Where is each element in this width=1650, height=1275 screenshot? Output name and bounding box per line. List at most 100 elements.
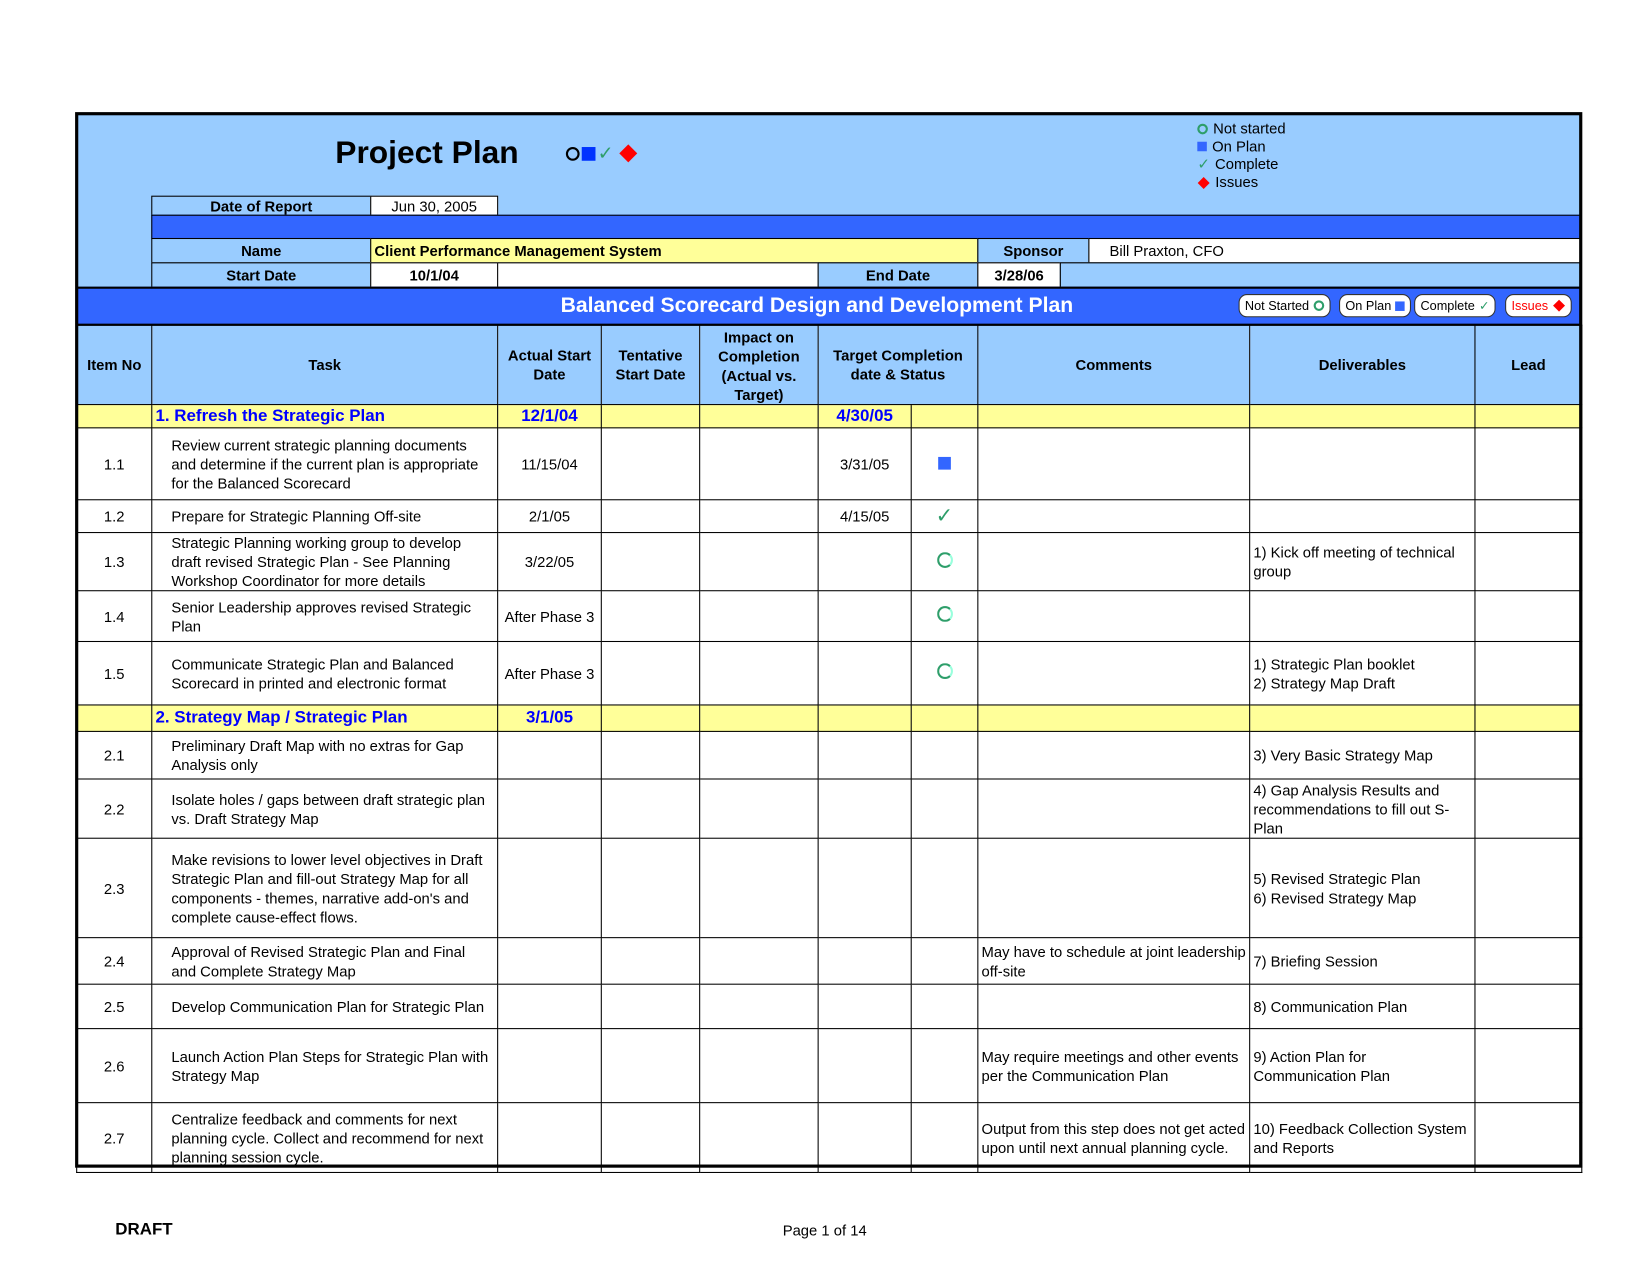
comments-cell[interactable] [977, 427, 1251, 501]
lead-cell[interactable] [1474, 837, 1583, 939]
tentative-start-cell[interactable] [600, 730, 701, 780]
lead-cell[interactable] [1474, 590, 1583, 643]
target-date-cell[interactable] [817, 837, 912, 939]
lead-cell[interactable] [1474, 532, 1583, 592]
deliverables-cell[interactable]: 5) Revised Strategic Plan 6) Revised Str… [1249, 837, 1476, 939]
actual-start-cell[interactable]: After Phase 3 [497, 640, 602, 706]
deliverables-cell[interactable]: 10) Feedback Collection System and Repor… [1249, 1102, 1476, 1173]
impact-cell[interactable] [699, 404, 819, 429]
status-cell[interactable] [910, 590, 979, 643]
tentative-start-cell[interactable] [600, 532, 701, 592]
actual-start-cell[interactable] [497, 1028, 602, 1104]
actual-start-cell[interactable]: 3/22/05 [497, 532, 602, 592]
comments-cell[interactable]: May require meetings and other events pe… [977, 1028, 1251, 1104]
task-cell[interactable]: Review current strategic planning docume… [151, 427, 499, 501]
tentative-start-cell[interactable] [600, 499, 701, 534]
tentative-start-cell[interactable] [600, 937, 701, 985]
task-cell[interactable]: Communicate Strategic Plan and Balanced … [151, 640, 499, 706]
target-date-cell[interactable] [817, 983, 912, 1030]
comments-cell[interactable] [977, 983, 1251, 1030]
actual-start-cell[interactable]: 12/1/04 [497, 404, 602, 429]
impact-cell[interactable] [699, 640, 819, 706]
deliverables-cell[interactable] [1249, 499, 1476, 534]
comments-cell[interactable]: May have to schedule at joint leadership… [977, 937, 1251, 985]
tentative-start-cell[interactable] [600, 427, 701, 501]
status-cell[interactable]: ✓ [910, 499, 979, 534]
lead-cell[interactable] [1474, 640, 1583, 706]
tentative-start-cell[interactable] [600, 837, 701, 939]
impact-cell[interactable] [699, 427, 819, 501]
actual-start-cell[interactable]: 11/15/04 [497, 427, 602, 501]
impact-cell[interactable] [699, 499, 819, 534]
status-cell[interactable] [910, 1102, 979, 1173]
actual-start-cell[interactable] [497, 730, 602, 780]
deliverables-cell[interactable] [1249, 704, 1476, 732]
comments-cell[interactable] [977, 640, 1251, 706]
tentative-start-cell[interactable] [600, 404, 701, 429]
deliverables-cell[interactable] [1249, 590, 1476, 643]
impact-cell[interactable] [699, 1028, 819, 1104]
comments-cell[interactable] [977, 778, 1251, 839]
lead-cell[interactable] [1474, 499, 1583, 534]
task-cell[interactable]: Prepare for Strategic Planning Off-site [151, 499, 499, 534]
tentative-start-cell[interactable] [600, 778, 701, 839]
comments-cell[interactable] [977, 590, 1251, 643]
lead-cell[interactable] [1474, 778, 1583, 839]
deliverables-cell[interactable]: 1) Strategic Plan booklet 2) Strategy Ma… [1249, 640, 1476, 706]
task-cell[interactable]: Approval of Revised Strategic Plan and F… [151, 937, 499, 985]
impact-cell[interactable] [699, 837, 819, 939]
lead-cell[interactable] [1474, 704, 1583, 732]
comments-cell[interactable] [977, 837, 1251, 939]
target-date-cell[interactable] [817, 778, 912, 839]
lead-cell[interactable] [1474, 1028, 1583, 1104]
status-cell[interactable] [910, 640, 979, 706]
lead-cell[interactable] [1474, 1102, 1583, 1173]
task-cell[interactable]: Isolate holes / gaps between draft strat… [151, 778, 499, 839]
tentative-start-cell[interactable] [600, 704, 701, 732]
actual-start-cell[interactable] [497, 983, 602, 1030]
status-cell[interactable] [910, 837, 979, 939]
target-date-cell[interactable] [817, 937, 912, 985]
tentative-start-cell[interactable] [600, 590, 701, 643]
lead-cell[interactable] [1474, 730, 1583, 780]
task-cell[interactable]: Preliminary Draft Map with no extras for… [151, 730, 499, 780]
deliverables-cell[interactable]: 7) Briefing Session [1249, 937, 1476, 985]
target-date-cell[interactable] [817, 640, 912, 706]
impact-cell[interactable] [699, 590, 819, 643]
tentative-start-cell[interactable] [600, 640, 701, 706]
comments-cell[interactable] [977, 730, 1251, 780]
tentative-start-cell[interactable] [600, 1028, 701, 1104]
tentative-start-cell[interactable] [600, 983, 701, 1030]
deliverables-cell[interactable]: 8) Communication Plan [1249, 983, 1476, 1030]
status-cell[interactable] [910, 532, 979, 592]
comments-cell[interactable] [977, 404, 1251, 429]
impact-cell[interactable] [699, 778, 819, 839]
end-date-value[interactable]: 3/28/06 [977, 262, 1061, 288]
target-date-cell[interactable]: 3/31/05 [817, 427, 912, 501]
task-cell[interactable]: Launch Action Plan Steps for Strategic P… [151, 1028, 499, 1104]
actual-start-cell[interactable]: After Phase 3 [497, 590, 602, 643]
task-cell[interactable]: Make revisions to lower level objectives… [151, 837, 499, 939]
deliverables-cell[interactable] [1249, 427, 1476, 501]
deliverables-cell[interactable]: 4) Gap Analysis Results and recommendati… [1249, 778, 1476, 839]
target-date-cell[interactable]: 4/30/05 [817, 404, 912, 429]
date-of-report-value[interactable]: Jun 30, 2005 [370, 195, 499, 216]
task-cell[interactable]: Senior Leadership approves revised Strat… [151, 590, 499, 643]
comments-cell[interactable] [977, 704, 1251, 732]
task-cell[interactable]: Develop Communication Plan for Strategic… [151, 983, 499, 1030]
lead-cell[interactable] [1474, 983, 1583, 1030]
lead-cell[interactable] [1474, 404, 1583, 429]
deliverables-cell[interactable]: 3) Very Basic Strategy Map [1249, 730, 1476, 780]
actual-start-cell[interactable] [497, 778, 602, 839]
impact-cell[interactable] [699, 730, 819, 780]
tentative-start-cell[interactable] [600, 1102, 701, 1173]
deliverables-cell[interactable] [1249, 404, 1476, 429]
target-date-cell[interactable]: 4/15/05 [817, 499, 912, 534]
target-date-cell[interactable] [817, 704, 912, 732]
status-cell[interactable] [910, 937, 979, 985]
status-cell[interactable] [910, 730, 979, 780]
actual-start-cell[interactable] [497, 1102, 602, 1173]
project-name-value[interactable]: Client Performance Management System [370, 237, 979, 264]
target-date-cell[interactable] [817, 1028, 912, 1104]
comments-cell[interactable] [977, 499, 1251, 534]
